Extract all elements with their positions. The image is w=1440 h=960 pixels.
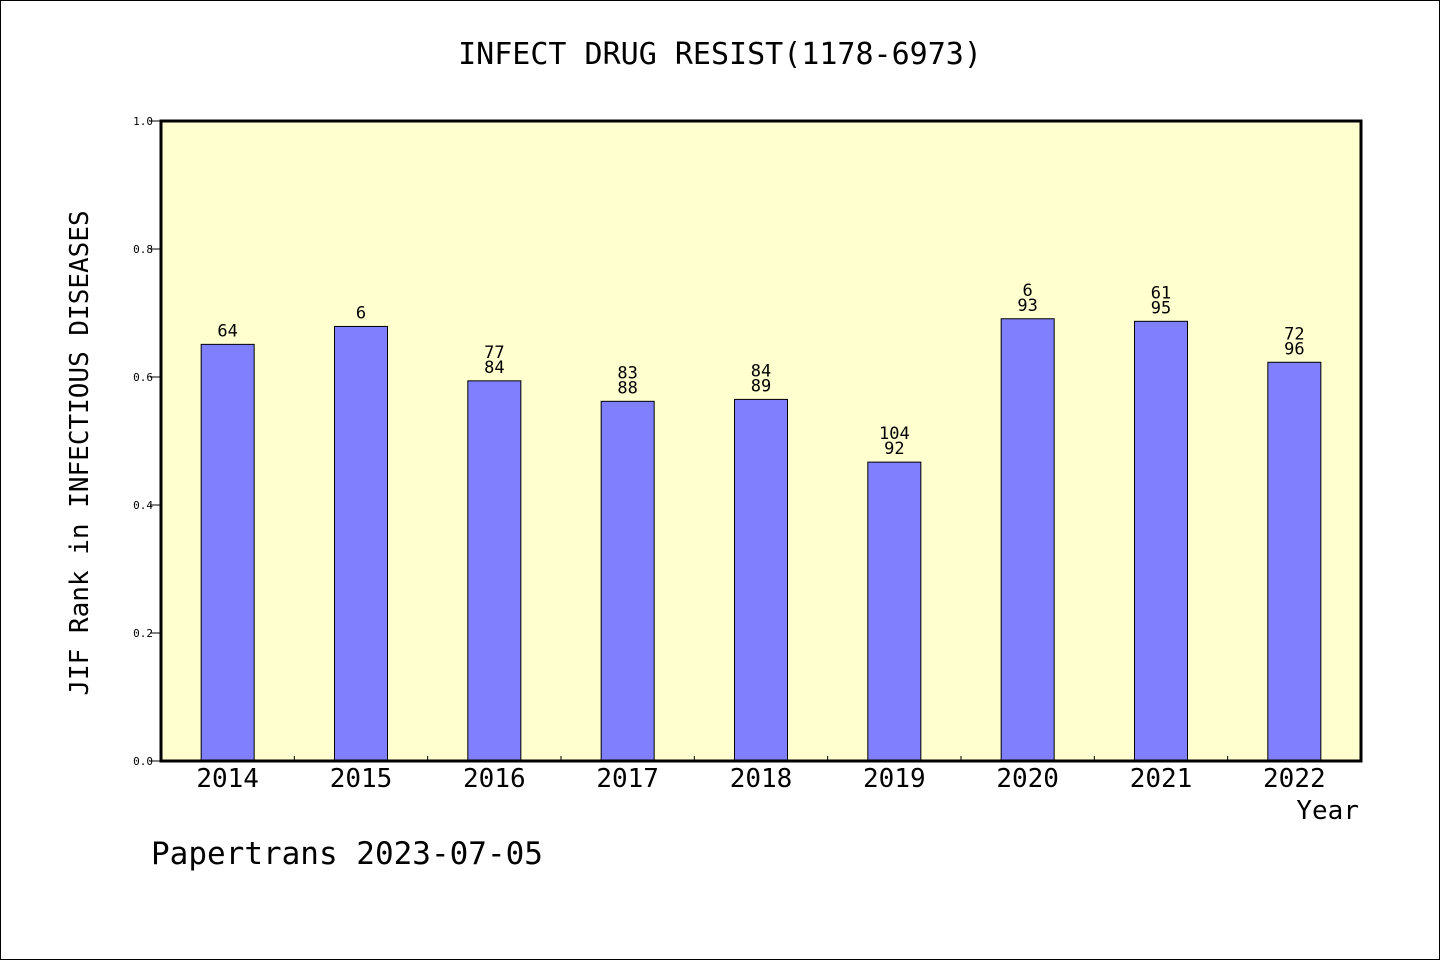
x-axis-label: Year [1296,796,1359,826]
bar-value-label: 6 [356,303,366,323]
bar-value-label: 92 [884,439,904,459]
bar-value-label: 89 [751,376,771,396]
bar [1000,318,1055,762]
bar [600,400,655,762]
y-tick-label: 0.2 [133,627,153,640]
x-tick-label: 2017 [596,764,659,794]
x-tick-label: 2018 [730,764,793,794]
bar-value-label: 84 [484,358,504,378]
x-tick-label: 2016 [463,764,526,794]
bar [1134,320,1188,762]
bar-value-label: 88 [617,378,637,398]
footer-watermark-text: Papertrans 2023-07-05 [151,836,543,872]
y-tick-label: 0.6 [133,371,153,384]
bar-value-label: 61 [1151,283,1171,303]
y-tick-label: 0.4 [133,499,153,512]
bar [467,380,522,762]
x-tick-label: 2015 [330,764,393,794]
bar [867,461,922,762]
x-tick-label: 2021 [1130,764,1193,794]
chart-title: INFECT DRUG RESIST(1178-6973) [458,37,982,72]
bar-value-label: 6 [1023,281,1033,301]
bar-value-label: 93 [1017,296,1037,316]
bar [200,343,255,762]
x-tick-label: 2019 [863,764,926,794]
x-tick-label: 2014 [196,764,259,794]
bar-value-label: 72 [1284,324,1304,344]
y-tick-label: 0.8 [133,243,153,256]
y-tick-label: 0.0 [133,755,153,768]
x-tick-label: 2022 [1263,764,1326,794]
y-tick-label: 1.0 [133,115,153,128]
x-tick-label: 2020 [996,764,1059,794]
bar-value-label: 83 [617,363,637,383]
bar-value-label: 64 [217,321,237,341]
bar-value-label: 95 [1151,298,1171,318]
plot-frame [159,119,1363,763]
bar [1267,361,1322,762]
bar-value-label: 104 [879,424,910,444]
bar [734,398,788,762]
bar [334,325,388,762]
bar-value-label: 77 [484,343,504,363]
bar-value-label: 96 [1284,339,1304,359]
bar-value-label: 84 [751,361,771,381]
